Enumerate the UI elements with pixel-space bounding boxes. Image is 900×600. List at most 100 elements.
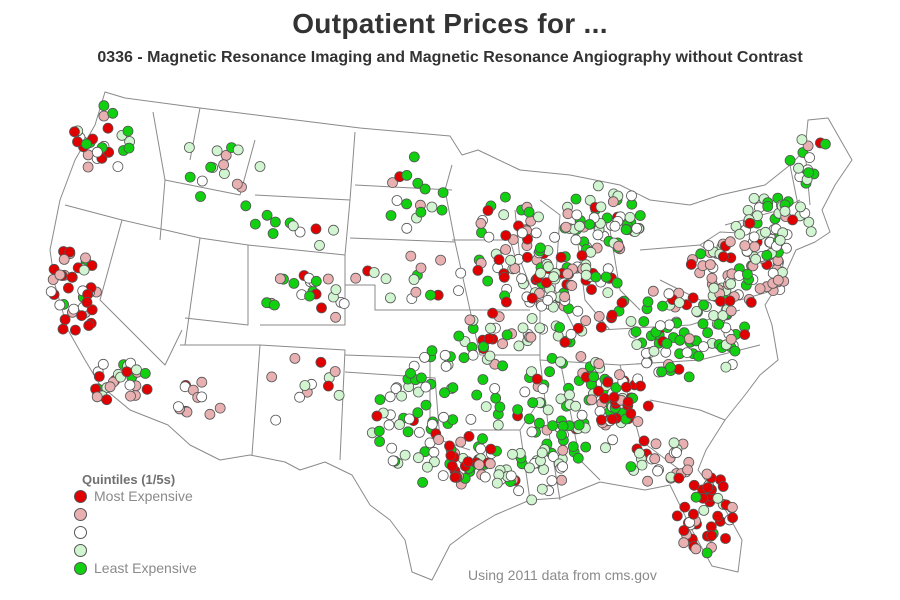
hospital-marker bbox=[650, 438, 662, 450]
hospital-marker bbox=[449, 471, 461, 483]
hospital-marker bbox=[439, 349, 451, 361]
hospital-marker bbox=[471, 389, 483, 401]
hospital-marker bbox=[554, 321, 565, 333]
hospital-marker bbox=[453, 285, 464, 297]
hospital-marker bbox=[91, 146, 103, 158]
hospital-marker bbox=[270, 414, 282, 426]
hospital-marker bbox=[681, 347, 693, 359]
hospital-marker bbox=[580, 315, 592, 327]
hospital-marker bbox=[704, 259, 716, 271]
hospital-marker bbox=[498, 209, 510, 221]
hospital-marker bbox=[112, 161, 124, 173]
hospital-marker bbox=[535, 242, 546, 254]
hospital-marker bbox=[803, 167, 814, 179]
hospital-marker bbox=[795, 201, 806, 213]
hospital-marker bbox=[664, 319, 675, 331]
hospital-marker bbox=[211, 145, 223, 157]
hospital-marker bbox=[727, 501, 738, 513]
hospital-marker bbox=[638, 316, 650, 327]
hospital-marker bbox=[683, 333, 695, 345]
hospital-marker bbox=[81, 138, 92, 150]
hospital-marker bbox=[702, 327, 713, 339]
hospital-marker bbox=[535, 267, 546, 279]
hospital-marker bbox=[501, 329, 513, 341]
hospital-marker bbox=[575, 351, 587, 362]
hospital-marker bbox=[489, 383, 501, 394]
hospital-marker bbox=[593, 385, 604, 397]
hospital-marker bbox=[729, 345, 741, 357]
hospital-marker bbox=[744, 217, 756, 229]
hospital-marker bbox=[613, 240, 624, 252]
hospital-marker bbox=[556, 429, 567, 441]
hospital-marker bbox=[401, 169, 413, 181]
hospital-marker bbox=[512, 404, 523, 416]
hospital-marker bbox=[516, 227, 528, 239]
hospital-marker bbox=[661, 338, 673, 349]
hospital-marker bbox=[742, 204, 754, 216]
hospital-marker bbox=[417, 476, 429, 488]
hospital-marker bbox=[762, 201, 774, 212]
hospital-marker bbox=[674, 297, 685, 309]
hospital-marker bbox=[401, 198, 413, 210]
hospital-marker bbox=[447, 382, 459, 394]
hospital-marker bbox=[81, 296, 93, 308]
hospital-marker bbox=[330, 311, 342, 323]
hospital-marker bbox=[712, 510, 724, 522]
hospital-marker bbox=[465, 413, 477, 425]
hospital-marker bbox=[595, 201, 607, 213]
hospital-marker bbox=[606, 309, 618, 321]
hospital-marker bbox=[314, 239, 325, 251]
hospital-marker bbox=[487, 307, 499, 319]
source-note: Using 2011 data from cms.gov bbox=[468, 567, 657, 583]
hospital-marker bbox=[774, 234, 786, 246]
hospital-marker bbox=[240, 200, 252, 212]
hospital-marker bbox=[437, 187, 449, 199]
hospital-marker bbox=[433, 434, 445, 445]
hospital-marker bbox=[641, 357, 652, 369]
hospital-marker bbox=[671, 447, 682, 458]
hospital-markers bbox=[45, 100, 831, 559]
hospital-marker bbox=[473, 459, 485, 471]
hospital-marker bbox=[631, 339, 643, 351]
hospital-marker bbox=[572, 322, 584, 334]
hospital-marker bbox=[712, 492, 724, 504]
hospital-marker bbox=[820, 138, 831, 150]
hospital-marker bbox=[384, 292, 396, 304]
hospital-marker bbox=[678, 525, 690, 536]
hospital-marker bbox=[83, 320, 95, 331]
hospital-marker bbox=[760, 226, 771, 238]
hospital-marker bbox=[513, 340, 525, 352]
hospital-marker bbox=[391, 195, 403, 206]
hospital-marker bbox=[294, 391, 306, 403]
hospital-marker bbox=[371, 410, 383, 422]
legend-label: Least Expensive bbox=[94, 560, 197, 576]
hospital-marker bbox=[316, 302, 327, 314]
hospital-marker bbox=[576, 409, 588, 421]
hospital-marker bbox=[599, 392, 610, 404]
hospital-marker bbox=[413, 426, 425, 438]
hospital-marker bbox=[368, 267, 380, 278]
hospital-marker bbox=[396, 390, 408, 402]
hospital-marker bbox=[655, 320, 666, 332]
hospital-marker bbox=[748, 192, 760, 204]
legend-title: Quintiles (1/5s) bbox=[82, 472, 176, 487]
hospital-marker bbox=[549, 231, 560, 243]
hospital-marker bbox=[720, 533, 731, 544]
hospital-marker bbox=[625, 315, 637, 327]
hospital-marker bbox=[415, 206, 427, 218]
hospital-marker bbox=[436, 204, 448, 216]
hospital-marker bbox=[304, 290, 316, 302]
hospital-marker bbox=[274, 273, 286, 285]
hospital-marker bbox=[338, 298, 350, 310]
hospital-marker bbox=[586, 394, 598, 406]
hospital-marker bbox=[482, 205, 494, 216]
hospital-marker bbox=[607, 196, 619, 208]
hospital-marker bbox=[702, 482, 714, 494]
hospital-marker bbox=[232, 144, 244, 156]
hospital-marker bbox=[544, 366, 555, 378]
hospital-marker bbox=[706, 272, 718, 284]
hospital-marker bbox=[437, 470, 449, 482]
hospital-marker bbox=[724, 236, 736, 248]
hospital-marker bbox=[205, 161, 217, 173]
hospital-marker bbox=[383, 419, 395, 431]
